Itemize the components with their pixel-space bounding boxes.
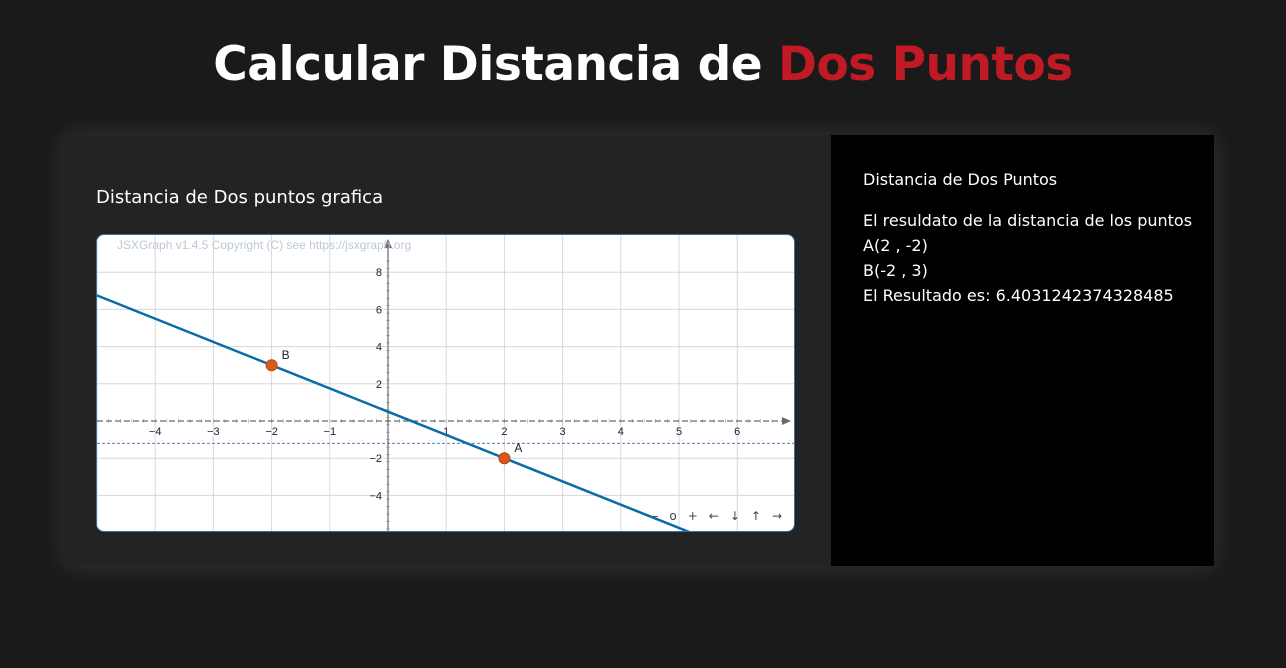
page-title-main: Calcular Distancia de xyxy=(213,37,763,92)
y-tick-label: 8 xyxy=(376,267,382,279)
x-tick-label: 1 xyxy=(443,426,449,438)
result-description: El resuldato de la distancia de los punt… xyxy=(863,211,1193,230)
jsxgraph-copyright: JSXGraph v1.4.5 Copyright (C) see https:… xyxy=(117,238,412,252)
point-a-text: A(2 , -2) xyxy=(863,236,928,255)
zoom-navigation-bar: – o + ← ↓ ↑ → xyxy=(652,509,782,523)
nav-control-2[interactable]: + xyxy=(687,509,698,523)
graph-heading: Distancia de Dos puntos grafica xyxy=(96,187,384,208)
nav-control-1[interactable]: o xyxy=(669,509,677,523)
x-tick-label: 3 xyxy=(560,426,566,438)
jsxgraph-board[interactable]: −4 −3 −2 −1 1 2 3 4 5 6 8 6 4 2 −2 −4 A B JSXGraph v1.4.5… xyxy=(96,234,795,532)
nav-control-4[interactable]: ↓ xyxy=(729,509,740,523)
distance-card: Distancia de Dos puntos grafica −4 −3 −2 −1… xyxy=(64,135,1214,566)
x-tick-label: −1 xyxy=(324,426,337,438)
coordinate-plot[interactable]: −4 −3 −2 −1 1 2 3 4 5 6 8 6 4 2 −2 −4 A B xyxy=(97,235,794,531)
x-tick-label: −4 xyxy=(149,426,162,438)
point-label-a: A xyxy=(514,441,522,455)
result-body: El resuldato de la distancia de los punt… xyxy=(863,208,1192,308)
y-tick-label: −4 xyxy=(369,490,382,502)
graph-panel: Distancia de Dos puntos grafica −4 −3 −2 −1… xyxy=(64,135,831,566)
y-tick-label: 6 xyxy=(376,304,382,316)
nav-control-0[interactable]: – xyxy=(652,509,659,523)
line-ab xyxy=(97,294,691,531)
point-label-b: B xyxy=(282,348,290,362)
x-tick-label: 4 xyxy=(618,426,624,438)
grid-lines xyxy=(97,235,794,531)
nav-control-5[interactable]: ↑ xyxy=(750,509,761,523)
y-axis-arrow xyxy=(384,239,392,248)
point-a xyxy=(498,452,511,465)
nav-control-3[interactable]: ← xyxy=(708,509,719,523)
result-value: El Resultado es: 6.4031242374328485 xyxy=(863,286,1174,305)
x-tick-label: 5 xyxy=(676,426,682,438)
x-tick-label: 2 xyxy=(501,426,507,438)
point-b xyxy=(265,359,278,372)
y-tick-label: −2 xyxy=(369,453,382,465)
x-axis-arrow xyxy=(782,417,791,425)
y-tick-label: 2 xyxy=(376,379,382,391)
nav-control-6[interactable]: → xyxy=(771,509,782,523)
x-tick-label: 6 xyxy=(734,426,740,438)
page-title: Calcular Distancia de Dos Puntos xyxy=(0,33,1286,97)
result-heading: Distancia de Dos Puntos xyxy=(863,170,1058,189)
x-tick-label: −2 xyxy=(265,426,278,438)
page-title-accent: Dos Puntos xyxy=(777,37,1073,92)
result-panel: Distancia de Dos Puntos El resuldato de … xyxy=(831,135,1214,566)
y-tick-label: 4 xyxy=(376,342,382,354)
point-b-text: B(-2 , 3) xyxy=(863,261,928,280)
x-tick-label: −3 xyxy=(207,426,220,438)
